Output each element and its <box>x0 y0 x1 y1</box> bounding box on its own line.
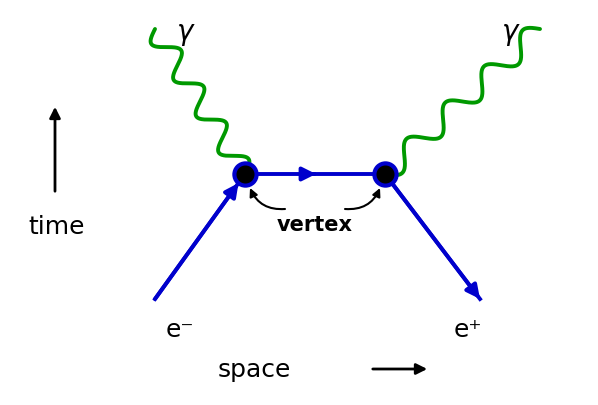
Text: γ: γ <box>502 18 518 46</box>
Text: γ: γ <box>177 18 193 46</box>
Text: vertex: vertex <box>277 215 353 234</box>
Text: e⁺: e⁺ <box>454 317 482 341</box>
Text: space: space <box>218 357 291 381</box>
Text: time: time <box>28 215 84 239</box>
Text: e⁻: e⁻ <box>166 317 194 341</box>
